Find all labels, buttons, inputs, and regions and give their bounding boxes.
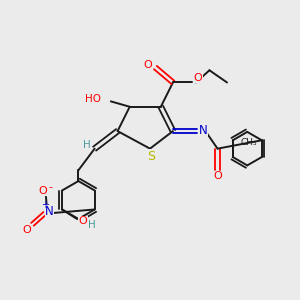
Text: O: O	[23, 225, 32, 235]
Text: O: O	[78, 216, 87, 226]
Text: CH₃: CH₃	[241, 138, 257, 147]
Text: HO: HO	[85, 94, 101, 104]
Text: S: S	[147, 150, 155, 163]
Text: O: O	[193, 73, 202, 82]
Text: H: H	[83, 140, 91, 150]
Text: +: +	[40, 200, 49, 210]
Text: N: N	[45, 205, 54, 218]
Text: O: O	[214, 172, 223, 182]
Text: O: O	[143, 60, 152, 70]
Text: O: O	[38, 186, 47, 196]
Text: H: H	[88, 220, 96, 230]
Text: N: N	[199, 124, 208, 137]
Text: -: -	[49, 182, 53, 192]
